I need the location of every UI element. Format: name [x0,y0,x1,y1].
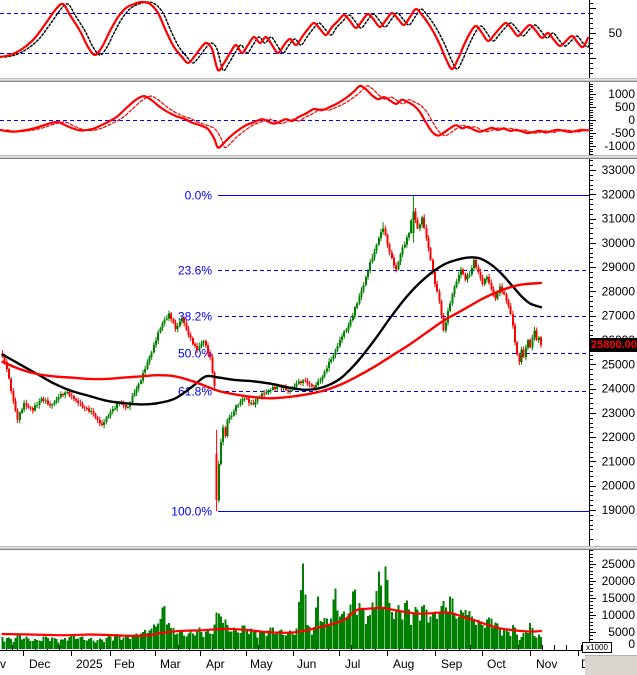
svg-text:2025: 2025 [76,657,103,671]
svg-text:Nov: Nov [536,657,557,671]
svg-text:27000: 27000 [602,309,636,323]
svg-text:Feb: Feb [114,657,135,671]
axis-corner-box [585,655,637,675]
price-panel[interactable]: 0.0% 23.6% 38.2% 50.0% 61.8% 100.0% 33000 32000… [0,159,637,546]
svg-text:50: 50 [609,26,623,40]
svg-text:Dec: Dec [29,657,50,671]
svg-text:24000: 24000 [602,382,636,396]
svg-text:0.0%: 0.0% [185,189,213,203]
svg-text:Oct: Oct [487,657,506,671]
svg-text:Jul: Jul [345,657,360,671]
svg-text:-1000: -1000 [604,139,635,153]
price-plot: 0.0% 23.6% 38.2% 50.0% 61.8% 100.0% 33000 32000… [1,159,636,546]
svg-text:v: v [0,657,6,671]
panel-splitter-3[interactable] [0,546,637,550]
svg-text:23000: 23000 [602,406,636,420]
svg-text:33000: 33000 [602,163,636,177]
svg-text:Sep: Sep [441,657,463,671]
svg-text:500: 500 [615,100,635,114]
panel-splitter-2[interactable] [0,155,637,159]
volume-panel[interactable]: 25000 20000 15000 10000 5000 0 [0,550,637,650]
svg-text:May: May [250,657,273,671]
svg-text:Aug: Aug [393,657,414,671]
svg-text:22000: 22000 [602,430,636,444]
svg-text:19000: 19000 [602,503,636,517]
svg-text:10000: 10000 [602,608,636,622]
svg-text:32000: 32000 [602,187,636,201]
svg-text:1000: 1000 [608,87,635,101]
time-axis[interactable]: vDec2025FebMarAprMayJunJulAugSepOctNovD [0,650,637,675]
svg-text:38.2%: 38.2% [178,310,212,324]
svg-text:50.0%: 50.0% [178,347,212,361]
svg-text:61.8%: 61.8% [178,385,212,399]
svg-text:5000: 5000 [608,625,635,639]
panel-splitter-1[interactable] [0,78,637,82]
svg-text:100.0%: 100.0% [171,505,212,519]
svg-text:15000: 15000 [602,591,636,605]
svg-text:20000: 20000 [602,574,636,588]
svg-text:31000: 31000 [602,212,636,226]
time-axis-plot: vDec2025FebMarAprMayJunJulAugSepOctNovD [0,650,590,671]
svg-text:Jun: Jun [297,657,316,671]
svg-text:28000: 28000 [602,284,636,298]
oscillator-plot: 50 [0,0,623,78]
svg-text:23.6%: 23.6% [178,264,212,278]
oscillator-panel[interactable]: 50 [0,0,637,78]
svg-text:25000: 25000 [602,557,636,571]
svg-text:25000: 25000 [602,357,636,371]
svg-text:Apr: Apr [206,657,225,671]
svg-text:0: 0 [628,637,635,650]
volume-unit-label: x1000 [582,642,612,653]
svg-text:30000: 30000 [602,236,636,250]
svg-text:Mar: Mar [160,657,181,671]
svg-text:29000: 29000 [602,260,636,274]
last-price-tag: 25800.00 [589,338,637,352]
svg-text:21000: 21000 [602,454,636,468]
svg-text:-500: -500 [611,126,635,140]
momentum-panel[interactable]: 1000 500 0 -500 -1000 [0,82,637,155]
svg-text:0: 0 [628,113,635,127]
svg-text:20000: 20000 [602,479,636,493]
